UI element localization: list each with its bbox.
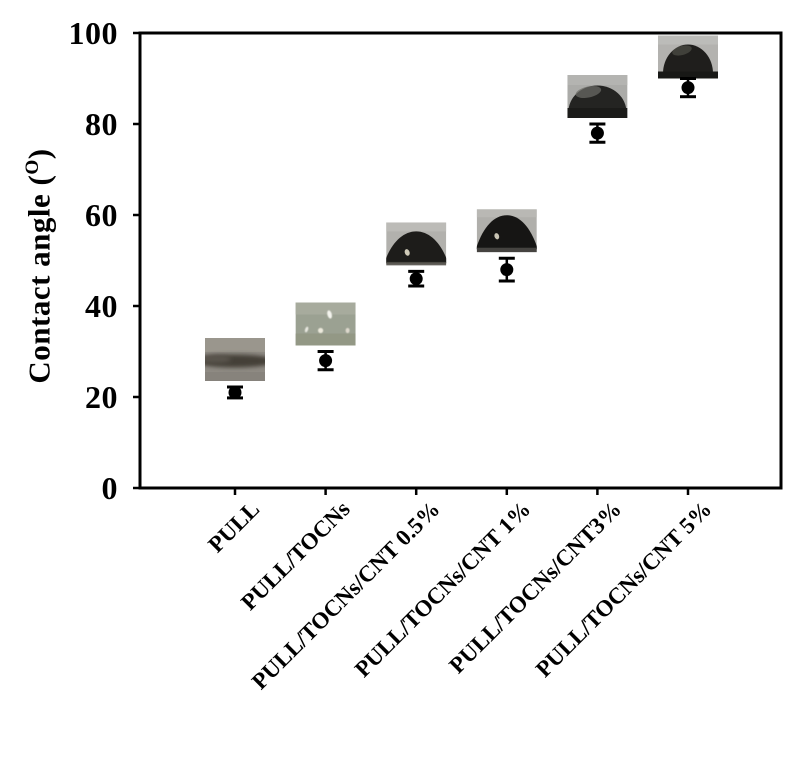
- plot-border: [138, 31, 783, 490]
- data-point-marker: [681, 81, 695, 95]
- white-speck: [318, 327, 324, 334]
- data-points-layer: [227, 77, 696, 400]
- sessile-droplet: [386, 231, 447, 264]
- droplet-photo-cnt-1pct: [476, 209, 537, 253]
- data-point-marker: [409, 272, 423, 286]
- data-point-marker: [500, 263, 514, 277]
- droplet-highlight: [494, 233, 500, 240]
- droplet-photo-cnt-3pct: [567, 75, 628, 118]
- droplet-highlight: [404, 249, 410, 256]
- data-point-marker: [319, 354, 333, 368]
- sessile-droplet: [476, 215, 537, 250]
- droplet-photos-layer: [205, 35, 718, 381]
- white-speck: [327, 310, 332, 319]
- y-axis-title: Contact angle (O): [21, 148, 57, 384]
- y-tick-label: 40: [85, 288, 118, 324]
- data-point-marker: [228, 385, 242, 399]
- y-tick-label: 20: [85, 379, 118, 415]
- droplet-photo-cnt-5pct: [658, 35, 718, 79]
- y-tick-label: 80: [85, 106, 118, 142]
- white-speck: [304, 326, 309, 333]
- y-tick-label: 60: [85, 197, 118, 233]
- droplet-highlight: [672, 45, 692, 56]
- y-tick-label: 100: [68, 15, 118, 51]
- droplet-highlight: [575, 85, 602, 99]
- droplet-photo-pull: [205, 337, 265, 381]
- droplet-photo-pull-tocns: [295, 302, 356, 346]
- degree-symbol: O: [22, 159, 43, 175]
- droplet-photo-cnt-0-5pct: [386, 222, 447, 266]
- white-speck: [345, 327, 350, 334]
- y-tick-label: 0: [101, 470, 118, 506]
- data-point-marker: [590, 126, 604, 140]
- axes-layer: [133, 31, 783, 495]
